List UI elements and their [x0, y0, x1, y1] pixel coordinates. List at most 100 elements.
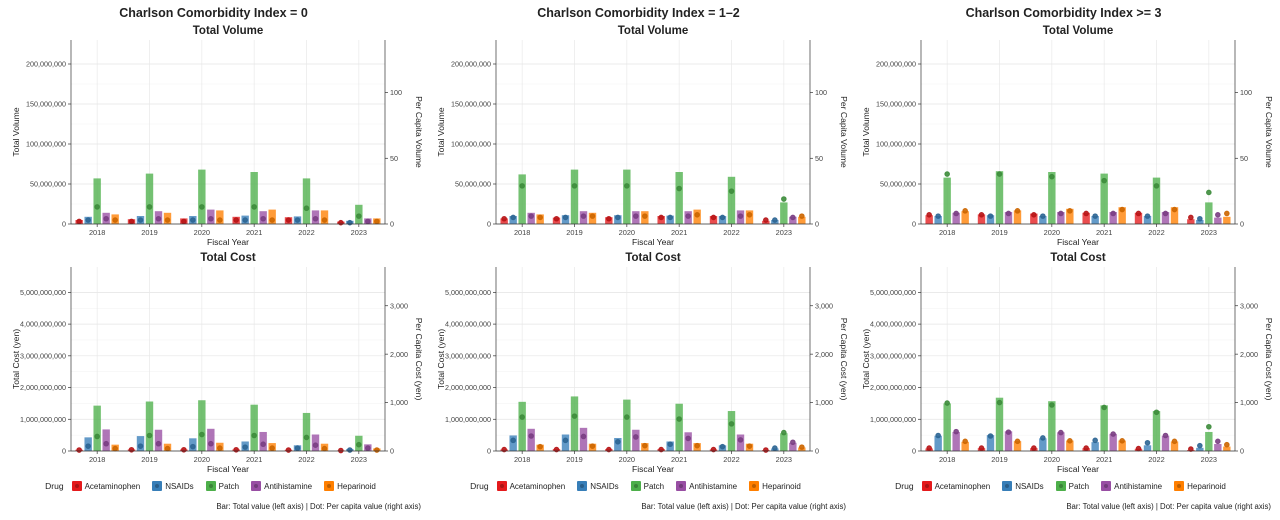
y-tick-label: 3,000,000,000 — [20, 351, 66, 360]
y2-axis-title: Per Capita Cost (yen) — [839, 318, 849, 401]
y2-tick-label: 1,000 — [390, 398, 408, 407]
y2-tick-label: 3,000 — [815, 301, 833, 310]
y-tick-label: 100,000,000 — [26, 140, 66, 149]
dot-nsaids — [615, 439, 621, 445]
dot-acetaminophen — [1031, 445, 1037, 451]
dot-acetaminophen — [658, 214, 664, 221]
legend-label: Acetaminophen — [934, 481, 991, 491]
dot-patch — [1206, 423, 1212, 430]
legend: Drug Acetaminophen NSAIDs Patch Antihist… — [850, 481, 1277, 491]
column-cci-0: Charlson Comorbidity Index = 0 Total Vol… — [0, 0, 427, 520]
bar-patch — [1100, 173, 1108, 224]
dot-nsaids — [294, 445, 301, 451]
bar-antihistamine — [1161, 435, 1170, 451]
bar-antihistamine — [207, 428, 215, 451]
legend-item-antihistamine: Antihistamine — [251, 481, 312, 491]
legend-label: NSAIDs — [1015, 481, 1044, 491]
dot-antihistamine — [103, 215, 109, 222]
bar-heparinoid — [1170, 441, 1179, 451]
y-tick-label: 200,000,000 — [26, 60, 66, 69]
dot-heparinoid — [217, 217, 223, 223]
y-axis-title: Total Cost (yen) — [436, 329, 446, 389]
x-tick-label: 2021 — [1096, 455, 1112, 464]
dot-patch — [996, 399, 1003, 406]
dot-nsaids — [190, 217, 196, 223]
bar-antihistamine — [527, 428, 535, 451]
bar-patch — [198, 400, 206, 451]
bar-nsaids — [934, 435, 942, 451]
dot-heparinoid — [269, 445, 275, 451]
bar-heparinoid — [268, 209, 276, 224]
caption: Bar: Total value (left axis) | Dot: Per … — [641, 502, 846, 511]
dot-nsaids — [137, 217, 144, 223]
dot-heparinoid — [694, 212, 700, 218]
bar-heparinoid — [1223, 216, 1231, 224]
dot-heparinoid — [962, 208, 968, 214]
bar-heparinoid — [798, 216, 806, 224]
dot-antihistamine — [365, 218, 371, 225]
y-axis-title: Total Cost (yen) — [11, 329, 21, 389]
y-tick-label: 0 — [487, 220, 491, 229]
legend-swatch — [496, 481, 507, 491]
bar-patch — [727, 411, 736, 451]
panel-title: Total Cost — [200, 252, 256, 264]
dot-patch — [356, 213, 362, 219]
legend-swatch — [71, 481, 82, 491]
x-tick-label: 2020 — [194, 455, 210, 464]
x-tick-label: 2023 — [351, 228, 367, 237]
dot-antihistamine — [633, 434, 639, 440]
bar-heparinoid — [1170, 207, 1179, 224]
y2-tick-label: 0 — [815, 220, 819, 229]
dot-heparinoid — [164, 217, 171, 223]
dot-antihistamine — [208, 215, 214, 222]
bar-heparinoid — [1223, 446, 1231, 451]
legend-item-nsaids: NSAIDs — [152, 481, 194, 491]
bar-heparinoid — [1066, 208, 1074, 224]
legend-item-acetaminophen: Acetaminophen — [921, 481, 991, 491]
dot-antihistamine — [685, 213, 691, 219]
dot-nsaids — [562, 214, 569, 221]
panel-total-volume: Total Volume 0 50,000,000 100,000,000 150,00… — [11, 25, 424, 247]
dot-heparinoid — [112, 217, 118, 223]
legend-item-antihistamine: Antihistamine — [676, 481, 737, 491]
bar-patch — [1048, 172, 1056, 224]
x-tick-label: 2020 — [619, 228, 635, 237]
dot-nsaids — [562, 437, 569, 444]
bar-antihistamine — [632, 429, 640, 451]
dot-nsaids — [347, 447, 353, 453]
dot-heparinoid — [537, 214, 543, 221]
bar-patch — [623, 169, 631, 224]
bar-antihistamine — [1214, 217, 1222, 224]
x-tick-label: 2023 — [776, 455, 792, 464]
legend-label: Patch — [643, 481, 665, 491]
column-cci-1-2: Charlson Comorbidity Index = 1–2 Total V… — [425, 0, 852, 520]
dot-acetaminophen — [76, 218, 82, 225]
legend-item-antihistamine: Antihistamine — [1101, 481, 1162, 491]
dot-acetaminophen — [233, 217, 239, 223]
dot-patch — [1101, 177, 1107, 184]
bar-heparinoid — [1013, 210, 1022, 224]
bar-patch — [302, 412, 311, 451]
dot-patch — [519, 414, 525, 420]
y-tick-label: 150,000,000 — [26, 100, 66, 109]
y2-axis-title: Per Capita Cost (yen) — [414, 318, 424, 401]
y2-axis-title: Per Capita Volume — [414, 96, 424, 168]
y-tick-label: 0 — [912, 220, 916, 229]
dot-acetaminophen — [606, 215, 612, 222]
dot-acetaminophen — [285, 447, 292, 453]
x-axis-title: Fiscal Year — [207, 237, 249, 247]
y2-tick-label: 1,000 — [815, 398, 833, 407]
legend-label: Patch — [218, 481, 240, 491]
y2-axis-title: Per Capita Volume — [839, 96, 849, 168]
y-tick-label: 150,000,000 — [876, 100, 916, 109]
panel-total-volume: Total Volume 0 50,000,000 100,000,000 150,00… — [861, 25, 1274, 247]
dot-acetaminophen — [926, 445, 932, 451]
x-tick-label: 2018 — [89, 228, 105, 237]
y-tick-label: 5,000,000,000 — [20, 288, 66, 297]
panel-total-cost: Total Cost 0 1,000,000,000 2,000,000,000 3,0… — [861, 252, 1274, 474]
dot-nsaids — [510, 437, 516, 444]
x-tick-label: 2023 — [776, 228, 792, 237]
dot-nsaids — [85, 443, 91, 449]
bar-patch — [1152, 177, 1161, 224]
dot-heparinoid — [642, 213, 648, 219]
